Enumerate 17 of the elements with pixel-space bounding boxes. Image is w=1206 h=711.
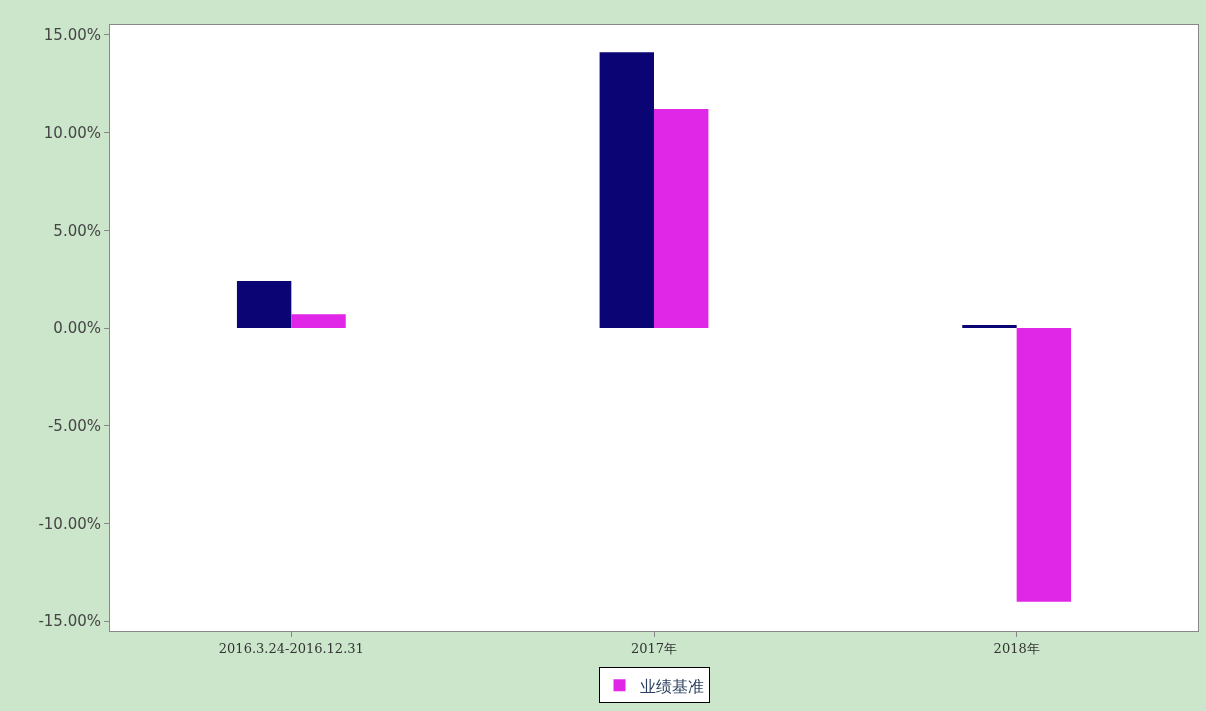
bar — [236, 281, 292, 328]
x-tick-label: 2018年 — [993, 640, 1040, 656]
y-tick-label: -5.00% — [47, 416, 101, 435]
y-tick-label: 5.00% — [53, 221, 101, 240]
y-tick-label: 0.00% — [53, 319, 101, 338]
y-tick-label: 15.00% — [43, 26, 101, 45]
y-tick-label: 10.00% — [43, 123, 101, 142]
bar — [654, 109, 709, 328]
y-tick-label: -15.00% — [38, 612, 101, 631]
x-tick-label: 2017年 — [630, 640, 678, 656]
bar — [962, 325, 1017, 328]
bar — [291, 314, 346, 328]
x-tick-label: 2016.3.24-2016.12.31 — [218, 640, 364, 656]
legend-label: 业绩基准 — [639, 676, 704, 696]
bar — [599, 52, 654, 328]
y-tick-label: -10.00% — [38, 514, 101, 533]
bar — [1016, 328, 1072, 602]
